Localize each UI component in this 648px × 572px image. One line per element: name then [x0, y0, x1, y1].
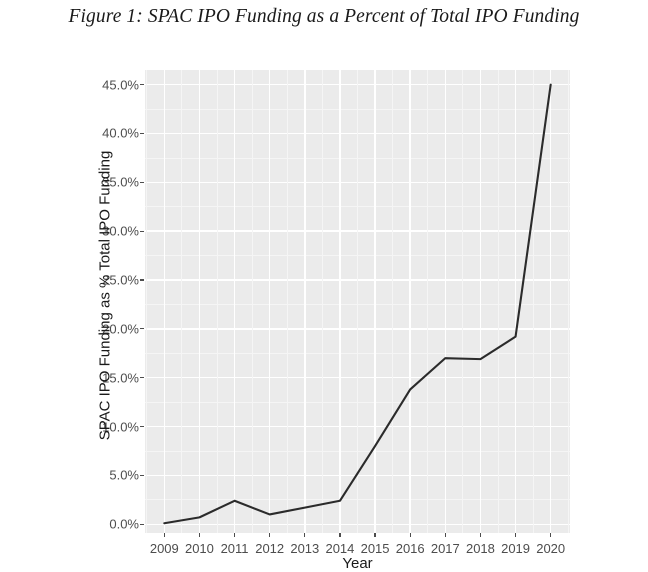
x-tick-label: 2010 — [184, 541, 214, 556]
x-tick-mark — [374, 533, 376, 537]
gridline-v — [479, 70, 482, 533]
y-tick-mark — [140, 328, 144, 330]
x-tick-label: 2013 — [290, 541, 320, 556]
x-tick-label: 2018 — [465, 541, 495, 556]
gridline-v-minor — [357, 70, 358, 533]
x-tick-mark — [233, 533, 236, 537]
x-tick-label: 2020 — [536, 541, 566, 556]
gridline-v-minor — [392, 70, 394, 533]
x-tick-mark — [339, 533, 341, 537]
y-tick-mark — [140, 230, 144, 232]
gridline-v-minor — [462, 70, 464, 533]
gridline-v — [409, 70, 411, 533]
y-tick-mark — [140, 474, 144, 476]
gridline-v-minor — [251, 70, 253, 533]
y-tick-label: 0.0% — [109, 516, 139, 532]
y-tick-mark — [140, 181, 144, 183]
y-tick-label: 5.0% — [109, 467, 139, 483]
x-tick-label: 2014 — [325, 541, 355, 556]
y-tick-mark — [140, 279, 144, 281]
gridline-v-minor — [146, 70, 148, 533]
chart-figure: 0.0% 5.0% 10.0% 15.0% 20.0% 25.0% 30.0% 35.0% 40… — [0, 55, 648, 572]
x-tick-mark — [198, 533, 201, 537]
y-tick-label: 25.0% — [102, 272, 139, 288]
figure-title: Figure 1: SPAC IPO Funding as a Percent … — [68, 6, 580, 27]
gridline-v — [233, 70, 236, 533]
x-tick-mark — [479, 533, 482, 537]
gridline-v-minor — [286, 70, 288, 533]
x-tick-label: 2019 — [501, 541, 531, 556]
gridline-v-minor — [567, 70, 569, 533]
x-axis-tick-labels: 2009 2010 2011 2012 2013 2014 2015 2016 2017 2018… — [145, 533, 570, 556]
x-tick-label: 2009 — [149, 541, 179, 556]
y-tick-label: 35.0% — [102, 174, 139, 190]
x-tick-mark — [304, 533, 306, 537]
x-tick-label: 2017 — [430, 541, 460, 556]
gridline-v-minor — [532, 70, 534, 533]
gridline-v — [268, 70, 271, 533]
x-tick-mark — [409, 533, 411, 537]
x-tick-mark — [444, 533, 446, 537]
y-axis-title: SPAC IPO Funding as % Total IPO Funding — [96, 150, 114, 441]
gridline-v — [549, 70, 552, 533]
gridline-v — [198, 70, 201, 533]
y-tick-label: 15.0% — [102, 370, 139, 386]
y-tick-mark — [140, 425, 144, 428]
gridline-v — [339, 70, 341, 533]
gridline-v-minor — [321, 70, 323, 533]
gridline-v — [514, 70, 517, 533]
y-axis-tick-labels: 0.0% 5.0% 10.0% 15.0% 20.0% 25.0% 30.0% 35.0% 40… — [95, 70, 139, 533]
y-tick-label: 40.0% — [102, 125, 139, 141]
x-tick-label: 2012 — [255, 541, 285, 556]
data-series-line — [163, 83, 552, 525]
x-tick-mark — [163, 533, 165, 537]
y-tick-label: 45.0% — [102, 77, 139, 93]
y-tick-mark — [140, 523, 144, 525]
gridline-v — [444, 70, 446, 533]
y-tick-label: 10.0% — [102, 419, 139, 435]
x-tick-mark — [550, 533, 552, 537]
x-tick-label: 2015 — [360, 541, 390, 556]
gridline-v — [374, 70, 376, 533]
x-tick-label: 2011 — [220, 541, 249, 556]
gridline-v-minor — [181, 70, 183, 533]
gridline-v-minor — [427, 70, 429, 533]
y-tick-mark — [140, 132, 144, 135]
x-tick-label: 2016 — [395, 541, 425, 556]
gridline-v — [163, 70, 165, 533]
x-axis-title: Year — [342, 555, 373, 572]
plot-panel — [145, 70, 570, 533]
y-tick-mark — [140, 84, 144, 86]
gridline-v-minor — [216, 70, 218, 533]
x-tick-mark — [269, 533, 271, 537]
y-tick-label: 30.0% — [102, 223, 139, 239]
y-tick-mark — [140, 377, 144, 379]
gridline-v-minor — [497, 70, 499, 533]
x-tick-mark — [514, 533, 517, 537]
gridline-v — [304, 70, 306, 533]
y-tick-label: 20.0% — [102, 321, 139, 337]
